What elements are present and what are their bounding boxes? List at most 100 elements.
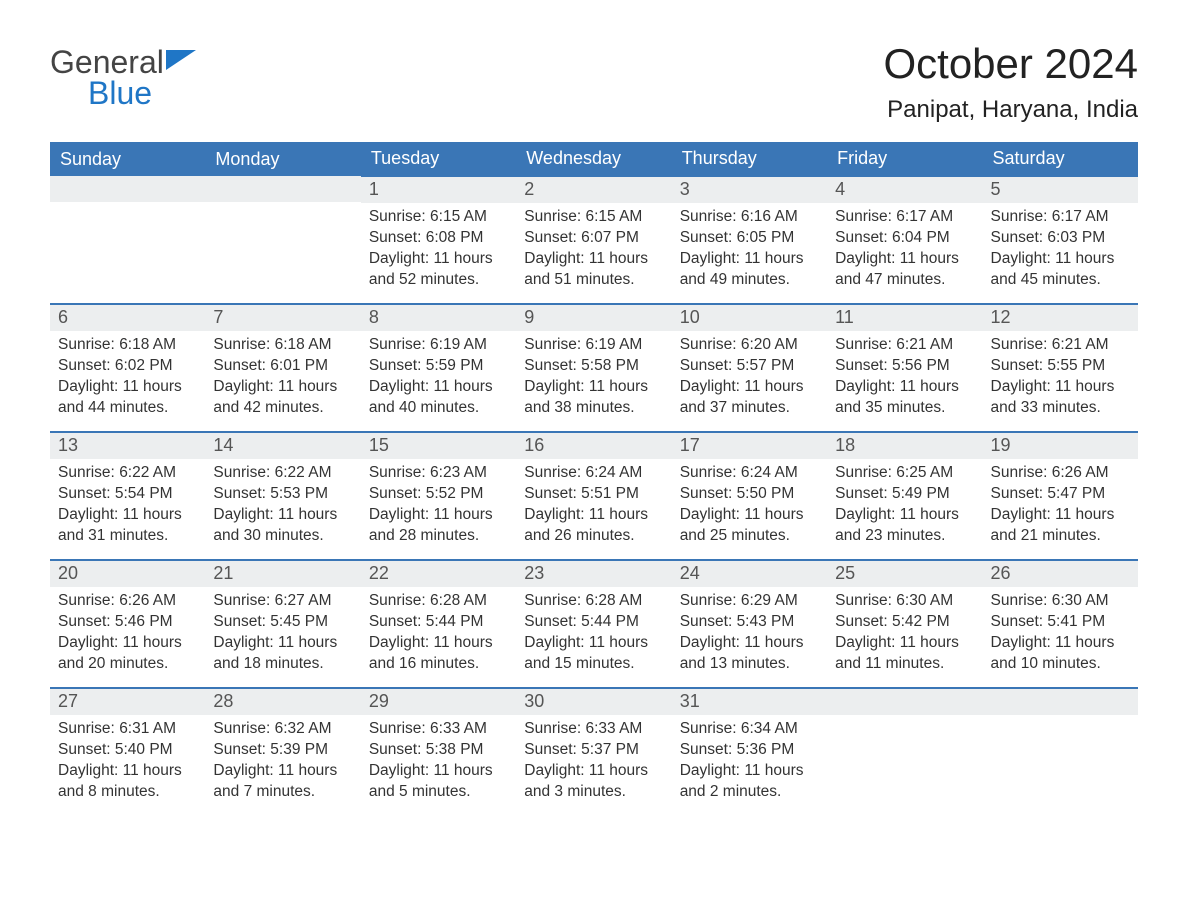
calendar-day-cell: 8Sunrise: 6:19 AMSunset: 5:59 PMDaylight… [361, 304, 516, 432]
sunrise-value: 6:21 AM [1052, 336, 1109, 353]
sunrise: Sunrise: 6:20 AM [680, 335, 819, 356]
day-number: 1 [361, 177, 516, 203]
sunset: Sunset: 6:07 PM [524, 228, 663, 249]
daylight-label: Daylight: [58, 506, 118, 523]
daylight-label: Daylight: [58, 634, 118, 651]
daylight-label: Daylight: [524, 506, 584, 523]
sunset-label: Sunset: [213, 357, 266, 374]
daylight: Daylight: 11 hours and 44 minutes. [58, 377, 197, 419]
day-details: Sunrise: 6:25 AMSunset: 5:49 PMDaylight:… [827, 459, 982, 553]
sunset-label: Sunset: [213, 485, 266, 502]
day-number [50, 176, 205, 202]
sunset-label: Sunset: [835, 229, 888, 246]
sunrise-label: Sunrise: [680, 464, 737, 481]
sunset-label: Sunset: [680, 741, 733, 758]
daylight: Daylight: 11 hours and 42 minutes. [213, 377, 352, 419]
sunrise-label: Sunrise: [213, 592, 270, 609]
day-number: 14 [205, 433, 360, 459]
sunrise-label: Sunrise: [680, 720, 737, 737]
sunset-label: Sunset: [369, 613, 422, 630]
sunset-label: Sunset: [369, 741, 422, 758]
day-details: Sunrise: 6:19 AMSunset: 5:58 PMDaylight:… [516, 331, 671, 425]
sunrise-value: 6:15 AM [430, 208, 487, 225]
sunset-value: 5:57 PM [737, 357, 795, 374]
sunset: Sunset: 6:02 PM [58, 356, 197, 377]
sunset: Sunset: 6:08 PM [369, 228, 508, 249]
daylight: Daylight: 11 hours and 7 minutes. [213, 761, 352, 803]
sunset-value: 5:54 PM [115, 485, 173, 502]
day-number: 30 [516, 689, 671, 715]
daylight-label: Daylight: [991, 378, 1051, 395]
calendar-day-cell: 13Sunrise: 6:22 AMSunset: 5:54 PMDayligh… [50, 432, 205, 560]
sunset: Sunset: 5:58 PM [524, 356, 663, 377]
day-details: Sunrise: 6:22 AMSunset: 5:53 PMDaylight:… [205, 459, 360, 553]
sunset: Sunset: 5:44 PM [369, 612, 508, 633]
day-details: Sunrise: 6:26 AMSunset: 5:47 PMDaylight:… [983, 459, 1138, 553]
day-details: Sunrise: 6:24 AMSunset: 5:50 PMDaylight:… [672, 459, 827, 553]
sunset-label: Sunset: [991, 229, 1044, 246]
sunrise: Sunrise: 6:29 AM [680, 591, 819, 612]
calendar-day-cell: 31Sunrise: 6:34 AMSunset: 5:36 PMDayligh… [672, 688, 827, 816]
calendar-day-cell: 27Sunrise: 6:31 AMSunset: 5:40 PMDayligh… [50, 688, 205, 816]
day-details: Sunrise: 6:20 AMSunset: 5:57 PMDaylight:… [672, 331, 827, 425]
sunset: Sunset: 5:44 PM [524, 612, 663, 633]
sunrise: Sunrise: 6:21 AM [991, 335, 1130, 356]
sunrise: Sunrise: 6:26 AM [58, 591, 197, 612]
sunrise-label: Sunrise: [835, 592, 892, 609]
day-details: Sunrise: 6:21 AMSunset: 5:55 PMDaylight:… [983, 331, 1138, 425]
daylight-label: Daylight: [680, 634, 740, 651]
sunset-label: Sunset: [524, 741, 577, 758]
sunset-value: 5:38 PM [426, 741, 484, 758]
sunrise: Sunrise: 6:18 AM [213, 335, 352, 356]
sunrise: Sunrise: 6:15 AM [369, 207, 508, 228]
calendar-day-cell: 15Sunrise: 6:23 AMSunset: 5:52 PMDayligh… [361, 432, 516, 560]
page-header: General Blue October 2024 Panipat, Harya… [50, 40, 1138, 124]
sunset-value: 6:05 PM [737, 229, 795, 246]
day-details: Sunrise: 6:15 AMSunset: 6:08 PMDaylight:… [361, 203, 516, 297]
logo-text-general: General [50, 46, 164, 78]
sunset-value: 6:01 PM [270, 357, 328, 374]
day-details: Sunrise: 6:28 AMSunset: 5:44 PMDaylight:… [516, 587, 671, 681]
day-number: 13 [50, 433, 205, 459]
daylight-label: Daylight: [369, 634, 429, 651]
sunset-label: Sunset: [213, 613, 266, 630]
daylight-label: Daylight: [991, 250, 1051, 267]
sunset: Sunset: 5:59 PM [369, 356, 508, 377]
sunrise-value: 6:17 AM [1052, 208, 1109, 225]
sunrise-label: Sunrise: [991, 464, 1048, 481]
day-number: 31 [672, 689, 827, 715]
sunrise-value: 6:21 AM [896, 336, 953, 353]
calendar-day-cell: 6Sunrise: 6:18 AMSunset: 6:02 PMDaylight… [50, 304, 205, 432]
day-number: 26 [983, 561, 1138, 587]
sunrise-value: 6:25 AM [896, 464, 953, 481]
sunrise-label: Sunrise: [680, 336, 737, 353]
sunset-value: 5:58 PM [581, 357, 639, 374]
day-details: Sunrise: 6:34 AMSunset: 5:36 PMDaylight:… [672, 715, 827, 809]
sunset-value: 6:02 PM [115, 357, 173, 374]
sunset-value: 5:52 PM [426, 485, 484, 502]
daylight: Daylight: 11 hours and 8 minutes. [58, 761, 197, 803]
sunset-value: 5:53 PM [270, 485, 328, 502]
daylight-label: Daylight: [680, 378, 740, 395]
sunset-value: 6:07 PM [581, 229, 639, 246]
sunset: Sunset: 5:43 PM [680, 612, 819, 633]
sunrise: Sunrise: 6:27 AM [213, 591, 352, 612]
daylight: Daylight: 11 hours and 3 minutes. [524, 761, 663, 803]
sunset: Sunset: 5:39 PM [213, 740, 352, 761]
sunset-value: 5:45 PM [270, 613, 328, 630]
day-number: 9 [516, 305, 671, 331]
daylight: Daylight: 11 hours and 49 minutes. [680, 249, 819, 291]
sunrise: Sunrise: 6:28 AM [524, 591, 663, 612]
day-number: 5 [983, 177, 1138, 203]
weekday-header: Tuesday [361, 142, 516, 176]
daylight-label: Daylight: [991, 506, 1051, 523]
sunset-value: 5:49 PM [892, 485, 950, 502]
day-details: Sunrise: 6:32 AMSunset: 5:39 PMDaylight:… [205, 715, 360, 809]
sunrise-label: Sunrise: [369, 336, 426, 353]
sunrise-label: Sunrise: [369, 720, 426, 737]
sunset-value: 6:08 PM [426, 229, 484, 246]
sunrise: Sunrise: 6:22 AM [213, 463, 352, 484]
daylight: Daylight: 11 hours and 33 minutes. [991, 377, 1130, 419]
sunrise-value: 6:33 AM [430, 720, 487, 737]
daylight: Daylight: 11 hours and 15 minutes. [524, 633, 663, 675]
